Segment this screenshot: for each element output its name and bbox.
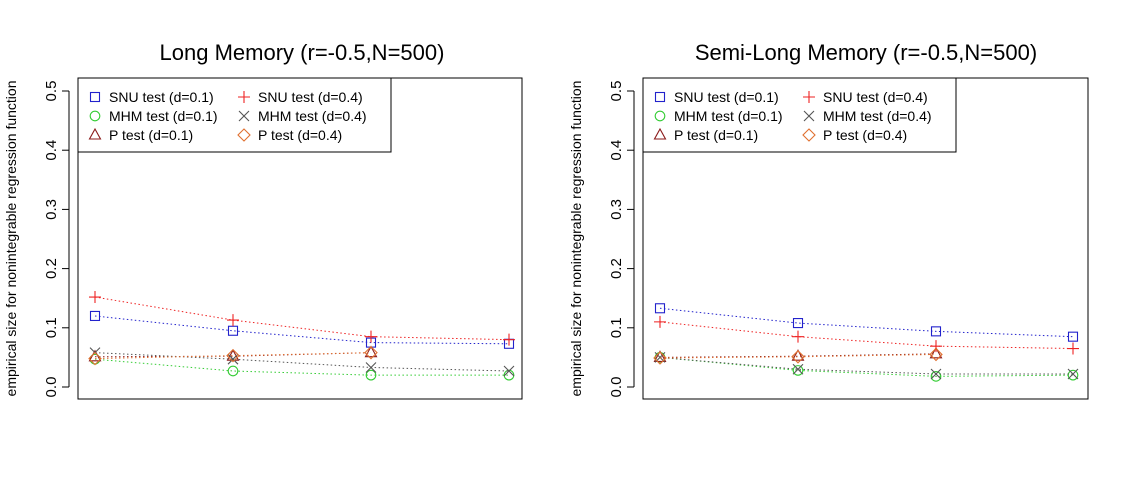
legend-label: P test (d=0.1) <box>674 127 758 143</box>
data-point <box>227 325 239 336</box>
series-line <box>94 352 372 360</box>
data-point <box>791 350 805 364</box>
data-point <box>653 350 667 362</box>
series-line <box>659 353 937 358</box>
legend-marker <box>238 91 250 103</box>
legend-marker <box>803 110 815 122</box>
legend: SNU test (d=0.1) MHM test (d=0.1) P test (… <box>77 77 392 153</box>
y-tick-label: 0.5 <box>608 81 625 102</box>
data-point <box>930 368 942 380</box>
data-point <box>1067 369 1079 381</box>
series-line <box>659 353 937 359</box>
legend-box <box>642 77 957 153</box>
legend-marker <box>237 128 251 142</box>
legend: SNU test (d=0.1) MHM test (d=0.1) P test (… <box>642 77 957 153</box>
data-point <box>930 326 942 337</box>
legend-label: SNU test (d=0.4) <box>823 89 928 105</box>
series-line <box>94 358 509 376</box>
data-point <box>930 370 942 382</box>
legend-label: MHM test (d=0.1) <box>109 108 218 124</box>
chart-title: Semi-Long Memory (r=-0.5,N=500) <box>695 40 1037 65</box>
data-point <box>227 365 239 377</box>
data-point <box>503 333 515 346</box>
data-point <box>930 340 942 353</box>
legend-marker <box>802 128 816 142</box>
data-point <box>227 314 239 327</box>
data-point <box>365 330 377 343</box>
series-line <box>659 356 1074 377</box>
data-point <box>792 363 804 375</box>
chart-panel-1: Long Memory (r=-0.5,N=500) empirical size… <box>3 40 523 400</box>
data-point <box>1067 342 1079 355</box>
data-point <box>503 369 515 381</box>
legend-label: SNU test (d=0.4) <box>258 89 363 105</box>
data-point <box>654 303 666 314</box>
data-point <box>792 365 804 376</box>
legend-marker <box>654 91 666 103</box>
data-point <box>1067 368 1079 380</box>
data-point <box>226 348 240 363</box>
legend-marker <box>803 91 815 103</box>
legend-label: MHM test (d=0.4) <box>258 108 367 124</box>
data-point <box>227 353 239 365</box>
y-tick-label: 0.3 <box>43 199 60 220</box>
data-point <box>364 345 378 358</box>
legend-label: P test (d=0.4) <box>823 127 907 143</box>
data-point <box>929 347 943 362</box>
data-point <box>365 369 377 381</box>
y-tick-label: 0.0 <box>608 377 625 398</box>
data-point <box>364 345 378 360</box>
y-tick-label: 0.1 <box>608 317 625 338</box>
chart-title: Long Memory (r=-0.5,N=500) <box>160 40 445 65</box>
data-point <box>89 291 101 304</box>
series-line <box>94 296 510 341</box>
y-tick-label: 0.3 <box>608 199 625 220</box>
y-axis-label: empirical size for nonintegrable regress… <box>3 81 19 397</box>
legend-label: MHM test (d=0.4) <box>823 108 932 124</box>
y-tick-label: 0.1 <box>43 317 60 338</box>
y-tick-label: 0.2 <box>608 258 625 279</box>
series-line <box>659 356 1073 375</box>
legend-label: MHM test (d=0.1) <box>674 108 783 124</box>
data-point <box>1067 331 1079 342</box>
series-line <box>659 307 1074 338</box>
series-line <box>94 352 510 372</box>
legend-label: SNU test (d=0.1) <box>109 89 214 105</box>
data-point <box>792 318 804 329</box>
y-tick-label: 0.0 <box>43 377 60 398</box>
chart-panel-2: Semi-Long Memory (r=-0.5,N=500) empirical… <box>568 40 1089 400</box>
legend-marker <box>89 91 101 103</box>
data-point <box>503 365 515 377</box>
data-point <box>653 351 667 365</box>
data-point <box>792 330 804 343</box>
y-tick-label: 0.4 <box>43 140 60 161</box>
legend-label: P test (d=0.1) <box>109 127 193 143</box>
legend-box <box>77 77 392 153</box>
legend-marker <box>89 110 101 122</box>
data-point <box>89 310 101 322</box>
legend-marker <box>653 127 667 140</box>
data-point <box>365 362 377 373</box>
data-point <box>929 346 943 359</box>
legend-marker <box>238 110 250 122</box>
series-line <box>94 315 510 345</box>
y-tick-label: 0.2 <box>43 258 60 279</box>
legend-marker <box>654 110 666 122</box>
series-line <box>659 321 1074 350</box>
data-point <box>88 351 102 366</box>
y-axis-label: empirical size for nonintegrable regress… <box>568 81 584 397</box>
legend-label: P test (d=0.4) <box>258 127 342 143</box>
y-tick-label: 0.4 <box>608 140 625 161</box>
data-point <box>654 315 666 328</box>
y-tick-label: 0.5 <box>43 81 60 102</box>
data-point <box>791 349 805 361</box>
legend-label: SNU test (d=0.1) <box>674 89 779 105</box>
legend-marker <box>88 127 102 140</box>
